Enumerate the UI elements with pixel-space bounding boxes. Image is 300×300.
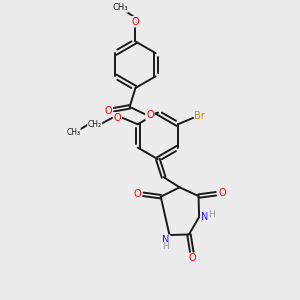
Text: O: O [219,188,226,198]
Text: Br: Br [194,111,205,121]
Text: CH₃: CH₃ [66,128,80,137]
Text: O: O [132,17,139,27]
Text: O: O [114,113,121,123]
Text: N: N [201,212,208,222]
Text: O: O [189,253,196,263]
Text: N: N [162,235,170,245]
Text: CH₂: CH₂ [88,120,102,129]
Text: O: O [105,106,112,116]
Text: CH₃: CH₃ [112,3,128,12]
Text: H: H [163,242,170,251]
Text: H: H [208,210,215,219]
Text: O: O [133,189,141,199]
Text: O: O [146,110,154,120]
